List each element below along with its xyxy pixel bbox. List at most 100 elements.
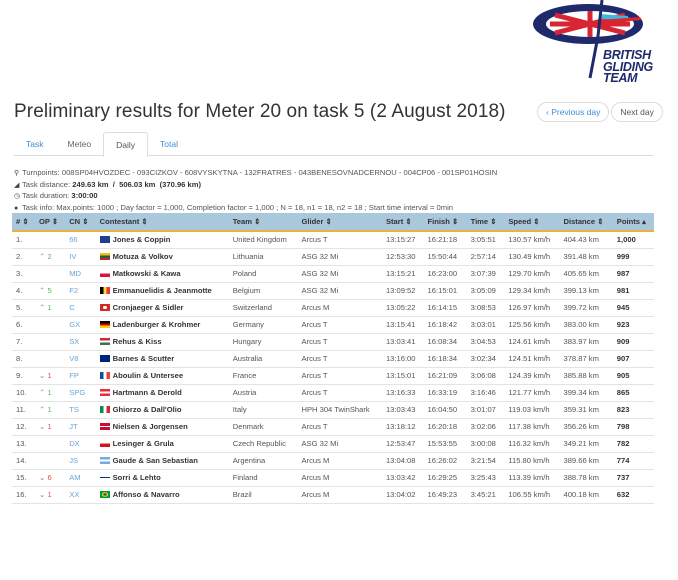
tab-meteo[interactable]: Meteo [67, 139, 92, 149]
table-row[interactable]: 14. JS Gaude & San Sebastian Argentina Arcus… [12, 452, 654, 470]
arrow-up-icon: ⌃ [38, 405, 46, 414]
cell-cn[interactable]: MD [65, 265, 96, 283]
tab-total[interactable]: Total [160, 139, 178, 149]
cell-cn[interactable]: SPG [65, 384, 96, 402]
cell-contestant[interactable]: Jones & Coppin [95, 231, 229, 249]
cell-contestant[interactable]: Sorri & Lehto [95, 469, 229, 487]
cell-cn[interactable]: SX [65, 333, 96, 351]
table-row[interactable]: 6. GX Ladenburger & Krohmer Germany Arcus T 1… [12, 316, 654, 334]
speed-value: 116.32 km/h [508, 439, 550, 448]
table-row[interactable]: 16. ⌄ 1 XX Affonso & Navarro Brazil Arcus M 13… [12, 486, 654, 504]
finish-value: 16:29:25 [427, 473, 458, 482]
cell-contestant[interactable]: Nielsen & Jorgensen [95, 418, 229, 436]
cell-contestant[interactable]: Matkowski & Kawa [95, 265, 229, 283]
tab-daily[interactable]: Daily [103, 132, 149, 157]
cell-cn[interactable]: GX [65, 316, 96, 334]
table-row[interactable]: 1. 66 Jones & Coppin United Kingdom Arcus T 1… [12, 231, 654, 249]
cell-contestant[interactable]: Motuza & Volkov [95, 248, 229, 266]
column-header-speed[interactable]: Speed ⇕ [504, 213, 559, 231]
start-value: 13:15:27 [385, 235, 416, 245]
column-header-op[interactable]: OP ⇕ [35, 213, 65, 231]
cell-team: Finland [228, 469, 298, 487]
cell-cn[interactable]: JT [65, 418, 96, 436]
column-header-contestant[interactable]: Contestant ⇕ [96, 213, 229, 231]
sort-icon: ⇕ [49, 217, 59, 226]
cell-team: United Kingdom [228, 231, 298, 249]
cell-cn[interactable]: JS [65, 452, 96, 470]
rank-value: 3. [16, 269, 23, 278]
column-header-distance[interactable]: Distance ⇕ [559, 213, 612, 231]
table-row[interactable]: 2. ⌃ 2 IV Motuza & Volkov Lithuania ASG 32 Mi… [12, 248, 654, 266]
glider-value: ASG 32 Mi [301, 269, 339, 278]
start-value: 13:05:22 [385, 303, 416, 312]
table-row[interactable]: 4. ⌃ 5 F2 Emmanuelidis & Jeanmotte Belgium AS… [12, 282, 654, 300]
table-row[interactable]: 12. ⌄ 1 JT Nielsen & Jorgensen Denmark Arcus … [12, 418, 654, 436]
cell-time: 3:06:08 [466, 367, 505, 385]
rank-value: 15. [16, 473, 27, 482]
cell-contestant[interactable]: Rehus & Kiss [95, 333, 229, 351]
tab-task[interactable]: Task [26, 139, 44, 149]
cell-cn[interactable]: 66 [65, 231, 96, 249]
table-row[interactable]: 10. ⌃ 1 SPG Hartmann & Derold Austria Arcus T… [12, 384, 654, 402]
table-row[interactable]: 5. ⌃ 1 C Cronjaeger & Sidler Switzerland Arcu… [12, 299, 654, 317]
cell-glider: Arcus T [297, 384, 382, 402]
column-header-finish[interactable]: Finish ⇕ [424, 213, 467, 231]
next-day-button[interactable]: Next day [611, 102, 663, 122]
cell-cn[interactable]: F2 [65, 282, 96, 300]
cell-contestant[interactable]: Hartmann & Derold [95, 384, 229, 402]
column-header-start[interactable]: Start ⇕ [382, 213, 424, 231]
arrow-down-icon: ⌄ [38, 371, 46, 380]
cell-contestant[interactable]: Barnes & Scutter [95, 350, 229, 368]
column-header-time[interactable]: Time ⇕ [467, 213, 505, 231]
cn-value: JS [69, 456, 79, 465]
cell-contestant[interactable]: Emmanuelidis & Jeanmotte [95, 282, 229, 300]
table-row[interactable]: 7. SX Rehus & Kiss Hungary Arcus T 13:03:41 16… [12, 333, 654, 351]
cell-contestant[interactable]: Ladenburger & Krohmer [95, 316, 229, 334]
cell-contestant[interactable]: Gaude & San Sebastian [95, 452, 229, 470]
cell-points: 865 [612, 384, 654, 402]
cell-cn[interactable]: V8 [65, 350, 96, 368]
cell-contestant[interactable]: Ghiorzo & Dall'Olio [95, 401, 229, 419]
previous-day-button[interactable]: ‹ Previous day [537, 102, 610, 122]
cell-cn[interactable]: IV [65, 248, 96, 266]
cell-finish: 16:14:15 [423, 299, 467, 317]
cell-contestant[interactable]: Cronjaeger & Sidler [95, 299, 229, 317]
table-row[interactable]: 11. ⌃ 1 TS Ghiorzo & Dall'Olio Italy HPH 304 … [12, 401, 654, 419]
table-row[interactable]: 3. MD Matkowski & Kawa Poland ASG 32 Mi 13:15… [12, 265, 654, 283]
table-row[interactable]: 8. V8 Barnes & Scutter Australia Arcus T 13:1… [12, 350, 654, 368]
column-header-cn[interactable]: CN ⇕ [65, 213, 95, 231]
cell-points: 905 [612, 367, 654, 385]
column-header-team[interactable]: Team ⇕ [229, 213, 298, 231]
cell-finish: 16:26:02 [423, 452, 467, 470]
column-header-points[interactable]: Points ▴ [613, 213, 654, 231]
column-header-glider[interactable]: Glider ⇕ [297, 213, 381, 231]
cell-cn[interactable]: XX [65, 486, 96, 504]
sort-icon: ⇕ [595, 217, 604, 226]
cell-time: 3:45:21 [466, 486, 505, 504]
cell-finish: 16:23:00 [423, 265, 467, 283]
points-value: 909 [616, 337, 630, 346]
glider-value: ASG 32 Mi [301, 439, 339, 448]
cell-contestant[interactable]: Aboulin & Untersee [95, 367, 229, 385]
speed-value: 125.56 km/h [508, 320, 551, 329]
cell-rank: 3. [12, 265, 35, 283]
cell-cn[interactable]: C [65, 299, 96, 317]
cell-op: ⌄ 6 [34, 469, 66, 487]
time-value: 3:02:34 [470, 354, 496, 363]
points-value: 945 [616, 303, 630, 312]
table-row[interactable]: 13. DX Lesinger & Grula Czech Republic ASG 3… [12, 435, 654, 453]
distance-value: 383.00 km [563, 320, 599, 329]
table-row[interactable]: 9. ⌄ 1 FP Aboulin & Untersee France Arcus T 13… [12, 367, 654, 385]
cell-cn[interactable]: FP [65, 367, 96, 385]
finish-value: 16:21:18 [427, 235, 458, 245]
page-title: Preliminary results for Meter 20 on task… [14, 101, 506, 122]
cell-contestant[interactable]: Lesinger & Grula [95, 435, 229, 453]
cell-contestant[interactable]: Affonso & Navarro [95, 486, 229, 504]
cell-cn[interactable]: AM [65, 469, 96, 487]
time-value: 3:25:43 [470, 473, 496, 482]
cell-cn[interactable]: DX [65, 435, 96, 453]
column-header-rank[interactable]: # ⇕ [12, 213, 35, 231]
table-row[interactable]: 15. ⌄ 6 AM Sorri & Lehto Finland Arcus M 13:03… [12, 469, 654, 487]
cell-cn[interactable]: TS [65, 401, 96, 419]
cell-op [34, 231, 66, 249]
